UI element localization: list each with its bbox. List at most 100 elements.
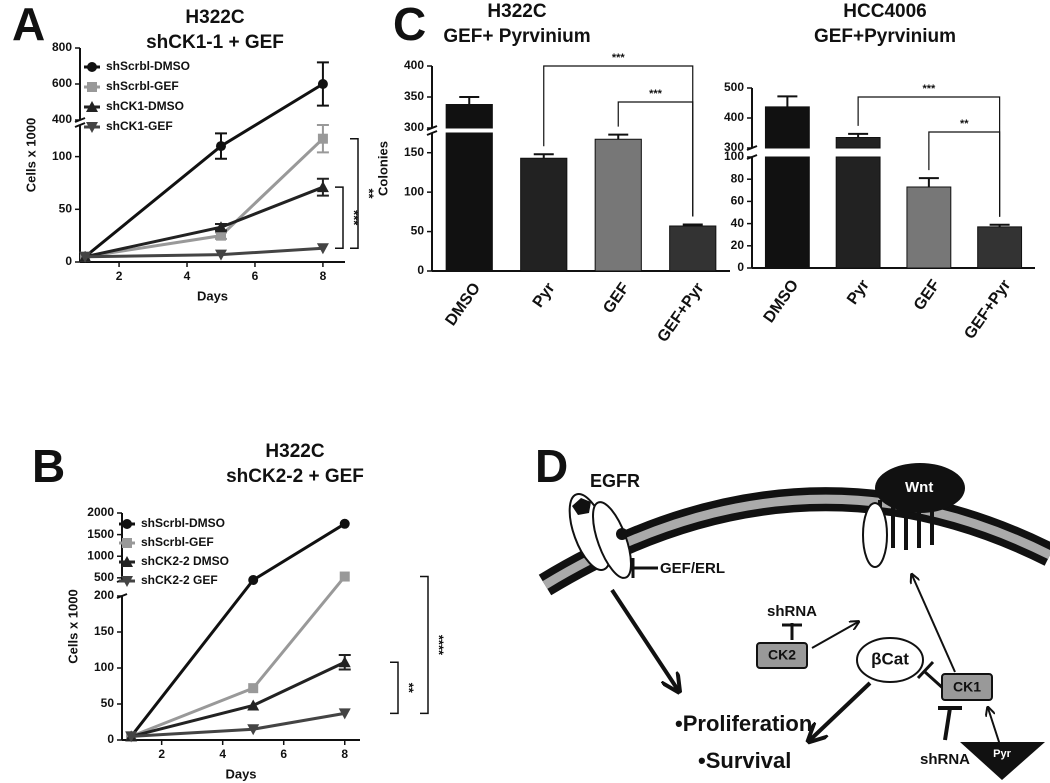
panel-letter: C [393,0,426,50]
ck2-node [756,642,808,669]
significance-bracket [928,131,1001,217]
y-tick-label: 50 [101,696,115,710]
diagram: D EGFR GEF/ERL Wnt βCat shRNA CK2 CK1 sh… [535,440,1050,780]
y-tick-label: 400 [404,58,424,72]
marker [338,656,351,668]
bar [669,225,717,272]
y-axis-label: Colonies [375,141,390,196]
x-tick-label: 6 [280,747,287,761]
marker [125,731,138,743]
pyr-node [960,742,1045,780]
panel-letter: A [12,0,45,50]
marker [317,133,328,144]
x-tick-label: GEF [600,280,633,317]
legend-label: shScrbl-DMSO [106,59,190,73]
y-tick-label: 500 [94,570,114,584]
significance-label: *** [649,88,663,100]
y-tick-label: 1500 [87,527,114,541]
y-tick-label: 20 [731,238,745,252]
marker [248,683,259,694]
legend-marker [122,538,132,548]
significance-bracket [617,101,694,217]
y-tick-label: 600 [52,76,72,90]
chart-subtitle: shCK1-1 + GEF [146,32,284,53]
arrow [811,622,858,649]
axis-break [74,122,86,128]
chart-subtitle: GEF+Pyrvinium [814,26,956,47]
x-tick-label: DMSO [443,280,484,329]
x-tick-label: 4 [184,269,191,283]
marker [214,221,227,233]
error-bar [918,177,939,187]
bar [835,137,881,269]
outcome-label: •Proliferation [675,711,812,736]
significance-label: **** [432,635,447,656]
chart-title: HCC4006 [843,1,926,22]
bar [594,138,642,272]
error-bar [777,95,798,107]
y-axis-label: Cells x 1000 [65,589,80,663]
chart-title: H322C [487,1,546,22]
chart-title: H322C [185,7,244,28]
x-tick-label: GEF [911,277,944,314]
error-bar [533,153,554,159]
arrow [988,708,1001,746]
legend-marker [122,519,132,529]
y-tick-label: 50 [411,224,425,238]
chart-subtitle: GEF+ Pyrvinium [443,26,590,47]
error-bar [682,223,703,227]
y-tick-label: 200 [94,588,114,602]
x-tick-label: DMSO [761,277,802,326]
y-tick-label: 0 [737,260,744,274]
y-tick-label: 300 [404,120,424,134]
y-tick-label: 150 [94,624,114,638]
legend-label: shScrbl-GEF [106,79,179,93]
y-tick-label: 500 [724,80,744,94]
marker [316,243,329,255]
y-tick-label: 100 [52,149,72,163]
x-tick-label: 4 [219,747,226,761]
y-tick-label: 350 [404,89,424,103]
bcat-node [856,637,924,683]
legend-label: shScrbl-GEF [141,535,214,549]
x-tick-label: 2 [158,747,165,761]
significance-label: ** [402,683,417,694]
x-tick-label: GEF+Pyr [655,280,708,345]
bcat-label: βCat [871,649,909,668]
significance-bracket [350,137,359,250]
y-tick-label: 150 [404,145,424,159]
drug-dot [616,528,628,540]
x-tick-label: 8 [341,747,348,761]
significance-bracket [335,186,344,250]
significance-label: *** [347,210,362,226]
marker [316,181,329,193]
bar [977,226,1023,269]
marker [247,699,260,711]
chart-subtitle: shCK2-2 + GEF [226,466,364,487]
inhibit-line [943,707,952,741]
x-tick-label: GEF+Pyr [961,277,1014,342]
x-axis-label: Days [197,288,228,303]
inhibit-bar [916,660,935,680]
marker [247,724,260,736]
chart-title: H322C [265,441,324,462]
legend-marker [86,101,98,112]
y-tick-label: 60 [731,194,745,208]
error-bar [848,132,869,138]
panel-letter: B [32,440,65,492]
significance-bracket [390,661,399,715]
wnt-ligand [875,463,965,513]
ck1-node [941,673,993,701]
error-bar [608,133,629,140]
wnt-label: Wnt [905,479,933,496]
y-tick-label: 50 [59,201,73,215]
y-tick-label: 400 [724,110,744,124]
x-tick-label: Pyr [530,280,559,311]
bar [906,186,952,269]
arrow [610,588,678,690]
marker [215,141,226,152]
inhibitor-label: GEF/ERL [660,560,725,577]
marker [339,518,350,529]
x-tick-label: Pyr [844,277,873,308]
